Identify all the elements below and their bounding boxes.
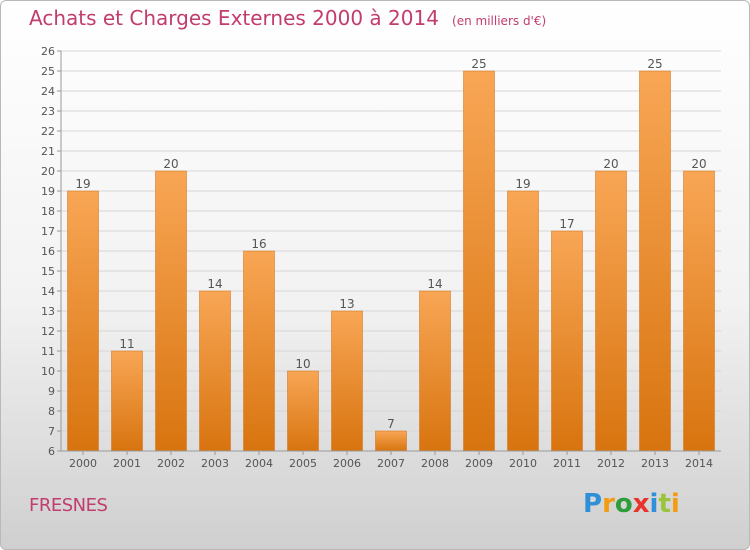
x-tick-label-2013: 2013 — [641, 457, 669, 470]
logo-letter: i — [649, 489, 659, 519]
x-tick-label-2012: 2012 — [597, 457, 625, 470]
bar-2013 — [639, 70, 671, 452]
y-tick-label: 10 — [41, 365, 55, 378]
bar-2011 — [551, 230, 583, 452]
y-tick-label: 25 — [41, 65, 55, 78]
bar-2010 — [507, 190, 539, 452]
data-label-2012: 20 — [603, 157, 618, 171]
y-tick-label: 22 — [41, 125, 55, 138]
bar-2000 — [67, 190, 99, 452]
data-label-2007: 7 — [387, 417, 395, 431]
data-label-2005: 10 — [295, 357, 310, 371]
x-tick-label-2008: 2008 — [421, 457, 449, 470]
x-tick-label-2010: 2010 — [509, 457, 537, 470]
proxiti-logo: Proxiti — [583, 489, 680, 519]
bar-2003 — [199, 290, 231, 452]
bar-2014 — [683, 170, 715, 452]
data-label-2011: 17 — [559, 217, 574, 231]
chart-title-unit: (en milliers d'€) — [452, 14, 547, 28]
y-tick-label: 15 — [41, 265, 55, 278]
x-tick-label-2004: 2004 — [245, 457, 273, 470]
data-label-2013: 25 — [647, 57, 662, 71]
chart-title-main: Achats et Charges Externes 2000 à 2014 — [29, 6, 439, 30]
data-label-2010: 19 — [515, 177, 530, 191]
chart-title: Achats et Charges Externes 2000 à 2014 (… — [29, 6, 546, 30]
x-tick-label-2014: 2014 — [685, 457, 713, 470]
bar-2001 — [111, 350, 143, 452]
x-tick-label-2011: 2011 — [553, 457, 581, 470]
x-tick-label-2003: 2003 — [201, 457, 229, 470]
data-label-2006: 13 — [339, 297, 354, 311]
axes — [57, 50, 721, 455]
bar-2002 — [155, 170, 187, 452]
bar-2008 — [419, 290, 451, 452]
y-tick-label: 18 — [41, 205, 55, 218]
y-tick-label: 8 — [48, 405, 55, 418]
x-tick-label-2007: 2007 — [377, 457, 405, 470]
y-tick-label: 14 — [41, 285, 55, 298]
logo-letter: P — [583, 489, 603, 519]
bar-2012 — [595, 170, 627, 452]
data-label-2014: 20 — [691, 157, 706, 171]
logo-letter: o — [614, 489, 633, 519]
x-tick-label-2000: 2000 — [69, 457, 97, 470]
y-tick-label: 23 — [41, 105, 55, 118]
data-label-2009: 25 — [471, 57, 486, 71]
y-tick-label: 12 — [41, 325, 55, 338]
logo-letter: r — [602, 489, 615, 519]
x-tick-label-2006: 2006 — [333, 457, 361, 470]
bar-2006 — [331, 310, 363, 452]
logo-letter: x — [632, 489, 650, 519]
y-tick-label: 19 — [41, 185, 55, 198]
commune-name: FRESNES — [29, 495, 108, 516]
x-tick-label-2002: 2002 — [157, 457, 185, 470]
x-tick-label-2005: 2005 — [289, 457, 317, 470]
data-label-2002: 20 — [163, 157, 178, 171]
y-tick-label: 16 — [41, 245, 55, 258]
y-tick-label: 17 — [41, 225, 55, 238]
data-label-2001: 11 — [119, 337, 134, 351]
bar-2004 — [243, 250, 275, 452]
data-label-2003: 14 — [207, 277, 222, 291]
y-tick-label: 20 — [41, 165, 55, 178]
bar-2007 — [375, 430, 407, 452]
y-tick-label: 9 — [48, 385, 55, 398]
y-tick-label: 7 — [48, 425, 55, 438]
bar-2009 — [463, 70, 495, 452]
x-tick-label-2009: 2009 — [465, 457, 493, 470]
logo-letter: t — [658, 489, 671, 519]
y-tick-label: 21 — [41, 145, 55, 158]
y-tick-label: 11 — [41, 345, 55, 358]
x-tick-label-2001: 2001 — [113, 457, 141, 470]
y-tick-label: 26 — [41, 45, 55, 58]
y-tick-label: 6 — [48, 445, 55, 458]
labels: 6 7 8 9 10 11 12 13 14 15 16 17 18 19 20 21 22 23 24 25 26 19… — [41, 45, 713, 470]
y-tick-label: 24 — [41, 85, 55, 98]
bar-2005 — [287, 370, 319, 452]
data-label-2000: 19 — [75, 177, 90, 191]
y-tick-label: 13 — [41, 305, 55, 318]
data-label-2004: 16 — [251, 237, 266, 251]
data-label-2008: 14 — [427, 277, 442, 291]
logo-letter: i — [670, 489, 680, 519]
bars — [67, 70, 715, 452]
